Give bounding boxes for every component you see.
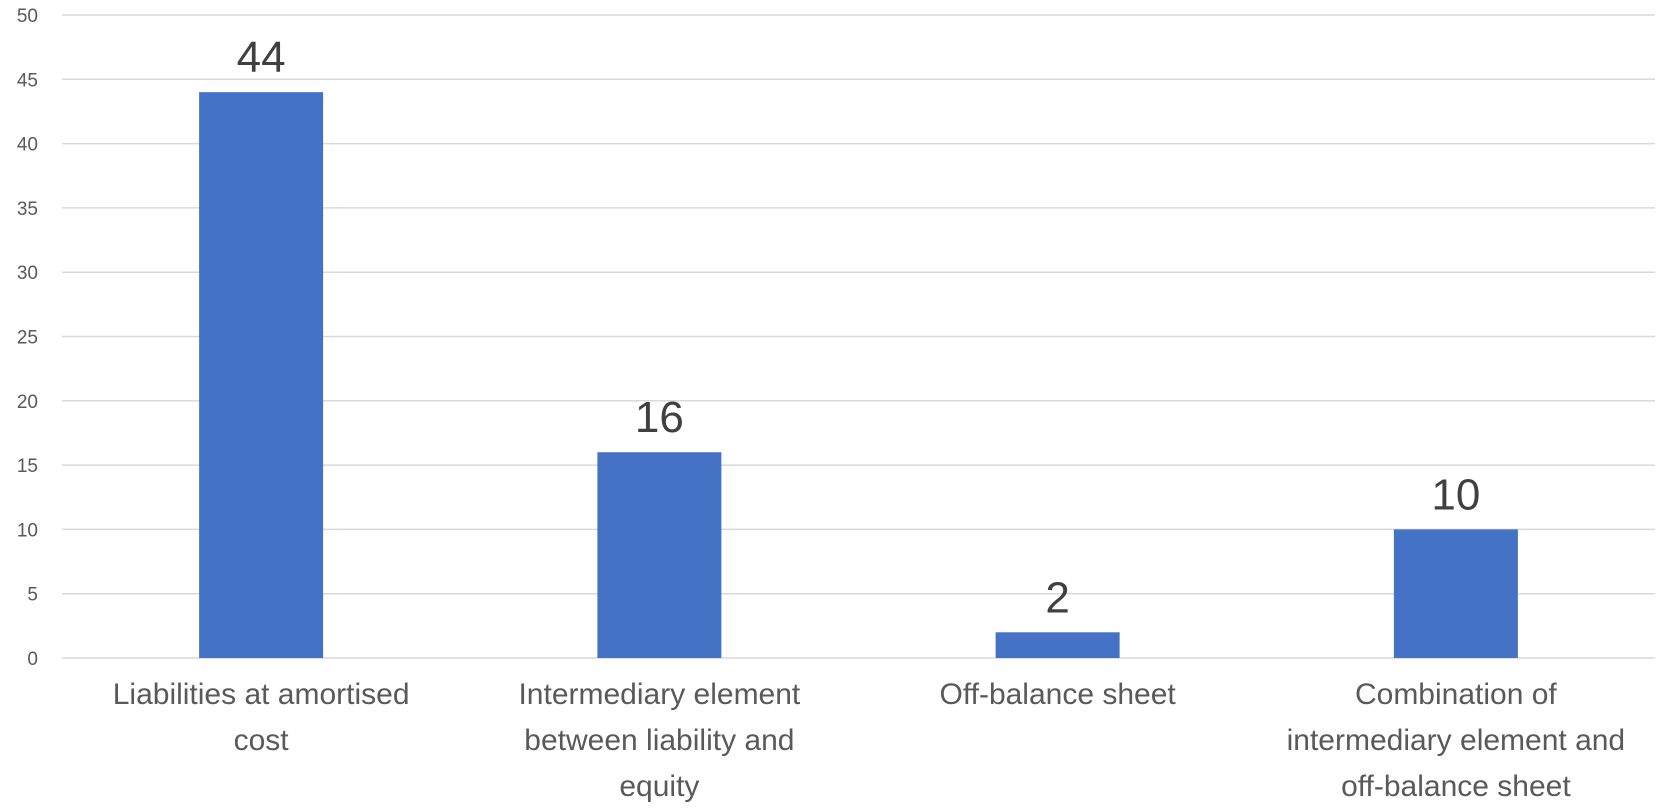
category-label-1: Liabilities at amortised cost <box>113 678 410 757</box>
y-tick-label-40: 40 <box>17 135 38 156</box>
category-label-line: Off-balance sheet <box>939 678 1176 711</box>
category-label-line: intermediary element and <box>1287 724 1626 757</box>
y-tick-label-50: 50 <box>17 6 38 27</box>
gridlines <box>62 14 1655 659</box>
category-label-2: Intermediary element between liability an… <box>518 678 800 803</box>
bar-4 <box>1393 529 1518 658</box>
bar-3 <box>995 632 1120 658</box>
bars <box>199 92 1518 658</box>
category-label-line: cost <box>234 724 290 757</box>
y-axis-tick-labels: 0 5 10 15 20 25 30 35 40 45 50 <box>17 6 38 670</box>
category-labels: Liabilities at amortised cost Intermediary… <box>113 678 1625 803</box>
y-tick-label-30: 30 <box>17 263 38 284</box>
category-label-3: Off-balance sheet <box>939 678 1176 711</box>
y-tick-label-15: 15 <box>17 456 38 477</box>
category-label-line: Intermediary element <box>518 678 800 711</box>
y-tick-label-10: 10 <box>17 520 38 541</box>
y-tick-label-0: 0 <box>27 649 38 670</box>
data-labels: 44 16 2 10 <box>237 33 1481 622</box>
category-label-line: off-balance sheet <box>1341 770 1571 803</box>
category-label-line: between liability and <box>524 724 794 757</box>
data-label-3: 2 <box>1045 573 1069 622</box>
y-tick-label-20: 20 <box>17 392 38 413</box>
category-label-4: Combination of intermediary element and of… <box>1287 678 1626 803</box>
data-label-2: 16 <box>635 393 684 442</box>
y-tick-label-5: 5 <box>27 585 38 606</box>
bar-1 <box>199 92 324 658</box>
y-tick-label-35: 35 <box>17 199 38 220</box>
y-tick-label-25: 25 <box>17 328 38 349</box>
category-label-line: equity <box>619 770 699 803</box>
category-label-line: Liabilities at amortised <box>113 678 410 711</box>
category-label-line: Combination of <box>1355 678 1557 711</box>
data-label-4: 10 <box>1431 470 1480 519</box>
data-label-1: 44 <box>237 33 286 82</box>
bar-2 <box>597 452 722 658</box>
y-tick-label-45: 45 <box>17 70 38 91</box>
